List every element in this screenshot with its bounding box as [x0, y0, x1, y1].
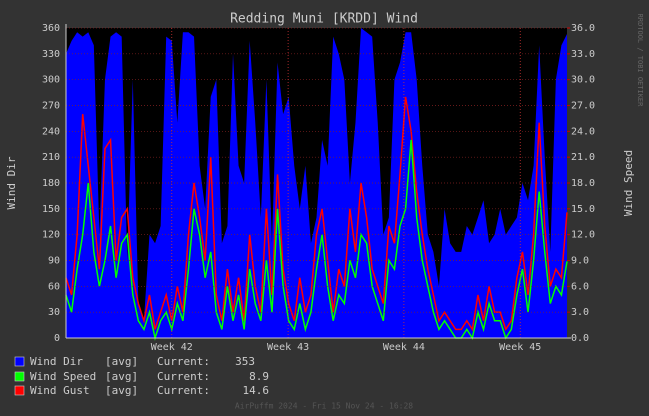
y-tick-label: 300	[42, 75, 60, 86]
legend-current-value: 353	[235, 355, 255, 368]
y2-axis-label: Wind Speed	[622, 150, 635, 216]
y-tick-label: 0	[54, 333, 60, 344]
y2-tick-label: 18.0	[571, 178, 595, 189]
speed-line	[65, 139, 568, 341]
legend-current-value: 14.6	[243, 384, 270, 397]
legend-cf: [avg]	[105, 355, 138, 368]
y-tick-label: 270	[42, 101, 60, 112]
legend-current-value: 8.9	[249, 370, 269, 383]
y-tick-label: 150	[42, 204, 60, 215]
y-tick-label: 360	[42, 23, 60, 34]
legend-current-label: Current:	[157, 355, 210, 368]
legend-cf: [avg]	[105, 384, 138, 397]
legend-label: Wind Gust	[30, 384, 90, 397]
y2-tick-label: 36.0	[571, 23, 595, 34]
y-tick-label: 90	[48, 256, 60, 267]
legend-label: Wind Dir	[30, 355, 83, 368]
y-tick-label: 60	[48, 281, 60, 292]
y2-tick-label: 24.0	[571, 126, 595, 137]
y-tick-label: 330	[42, 49, 60, 60]
legend-current-label: Current:	[157, 384, 210, 397]
chart-title: Redding Muni [KRDD] Wind	[230, 12, 418, 27]
y2-tick-label: 33.0	[571, 49, 595, 60]
legend-swatch	[14, 385, 25, 396]
y-tick-label: 30	[48, 307, 60, 318]
y2-tick-label: 12.0	[571, 230, 595, 241]
y2-tick-label: 21.0	[571, 152, 595, 163]
legend-swatch	[14, 371, 25, 382]
y-tick-label: 240	[42, 126, 60, 137]
y-axis-label: Wind Dir	[5, 156, 18, 209]
y2-tick-label: 15.0	[571, 204, 595, 215]
side-text: RRDTOOL / TOBI OETIKER	[636, 14, 644, 108]
y-tick-label: 210	[42, 152, 60, 163]
legend-label: Wind Speed	[30, 370, 96, 383]
y2-tick-label: 6.0	[571, 281, 589, 292]
y2-tick-label: 3.0	[571, 307, 589, 318]
y2-tick-label: 9.0	[571, 256, 589, 267]
x-tick-label: Week 45	[499, 342, 541, 353]
x-tick-label: Week 42	[151, 342, 193, 353]
y-tick-label: 180	[42, 178, 60, 189]
y2-tick-label: 27.0	[571, 101, 595, 112]
legend-cf: [avg]	[105, 370, 138, 383]
y2-tick-label: 0.0	[571, 333, 589, 344]
legend-current-label: Current:	[157, 370, 210, 383]
footer: AirPuffm 2024 - Fri 15 Nov 24 - 16:28	[235, 402, 413, 411]
y-tick-label: 120	[42, 230, 60, 241]
x-tick-label: Week 43	[267, 342, 309, 353]
speed-line	[65, 96, 568, 332]
legend-swatch	[14, 356, 25, 367]
x-tick-label: Week 44	[383, 342, 425, 353]
y2-tick-label: 30.0	[571, 75, 595, 86]
